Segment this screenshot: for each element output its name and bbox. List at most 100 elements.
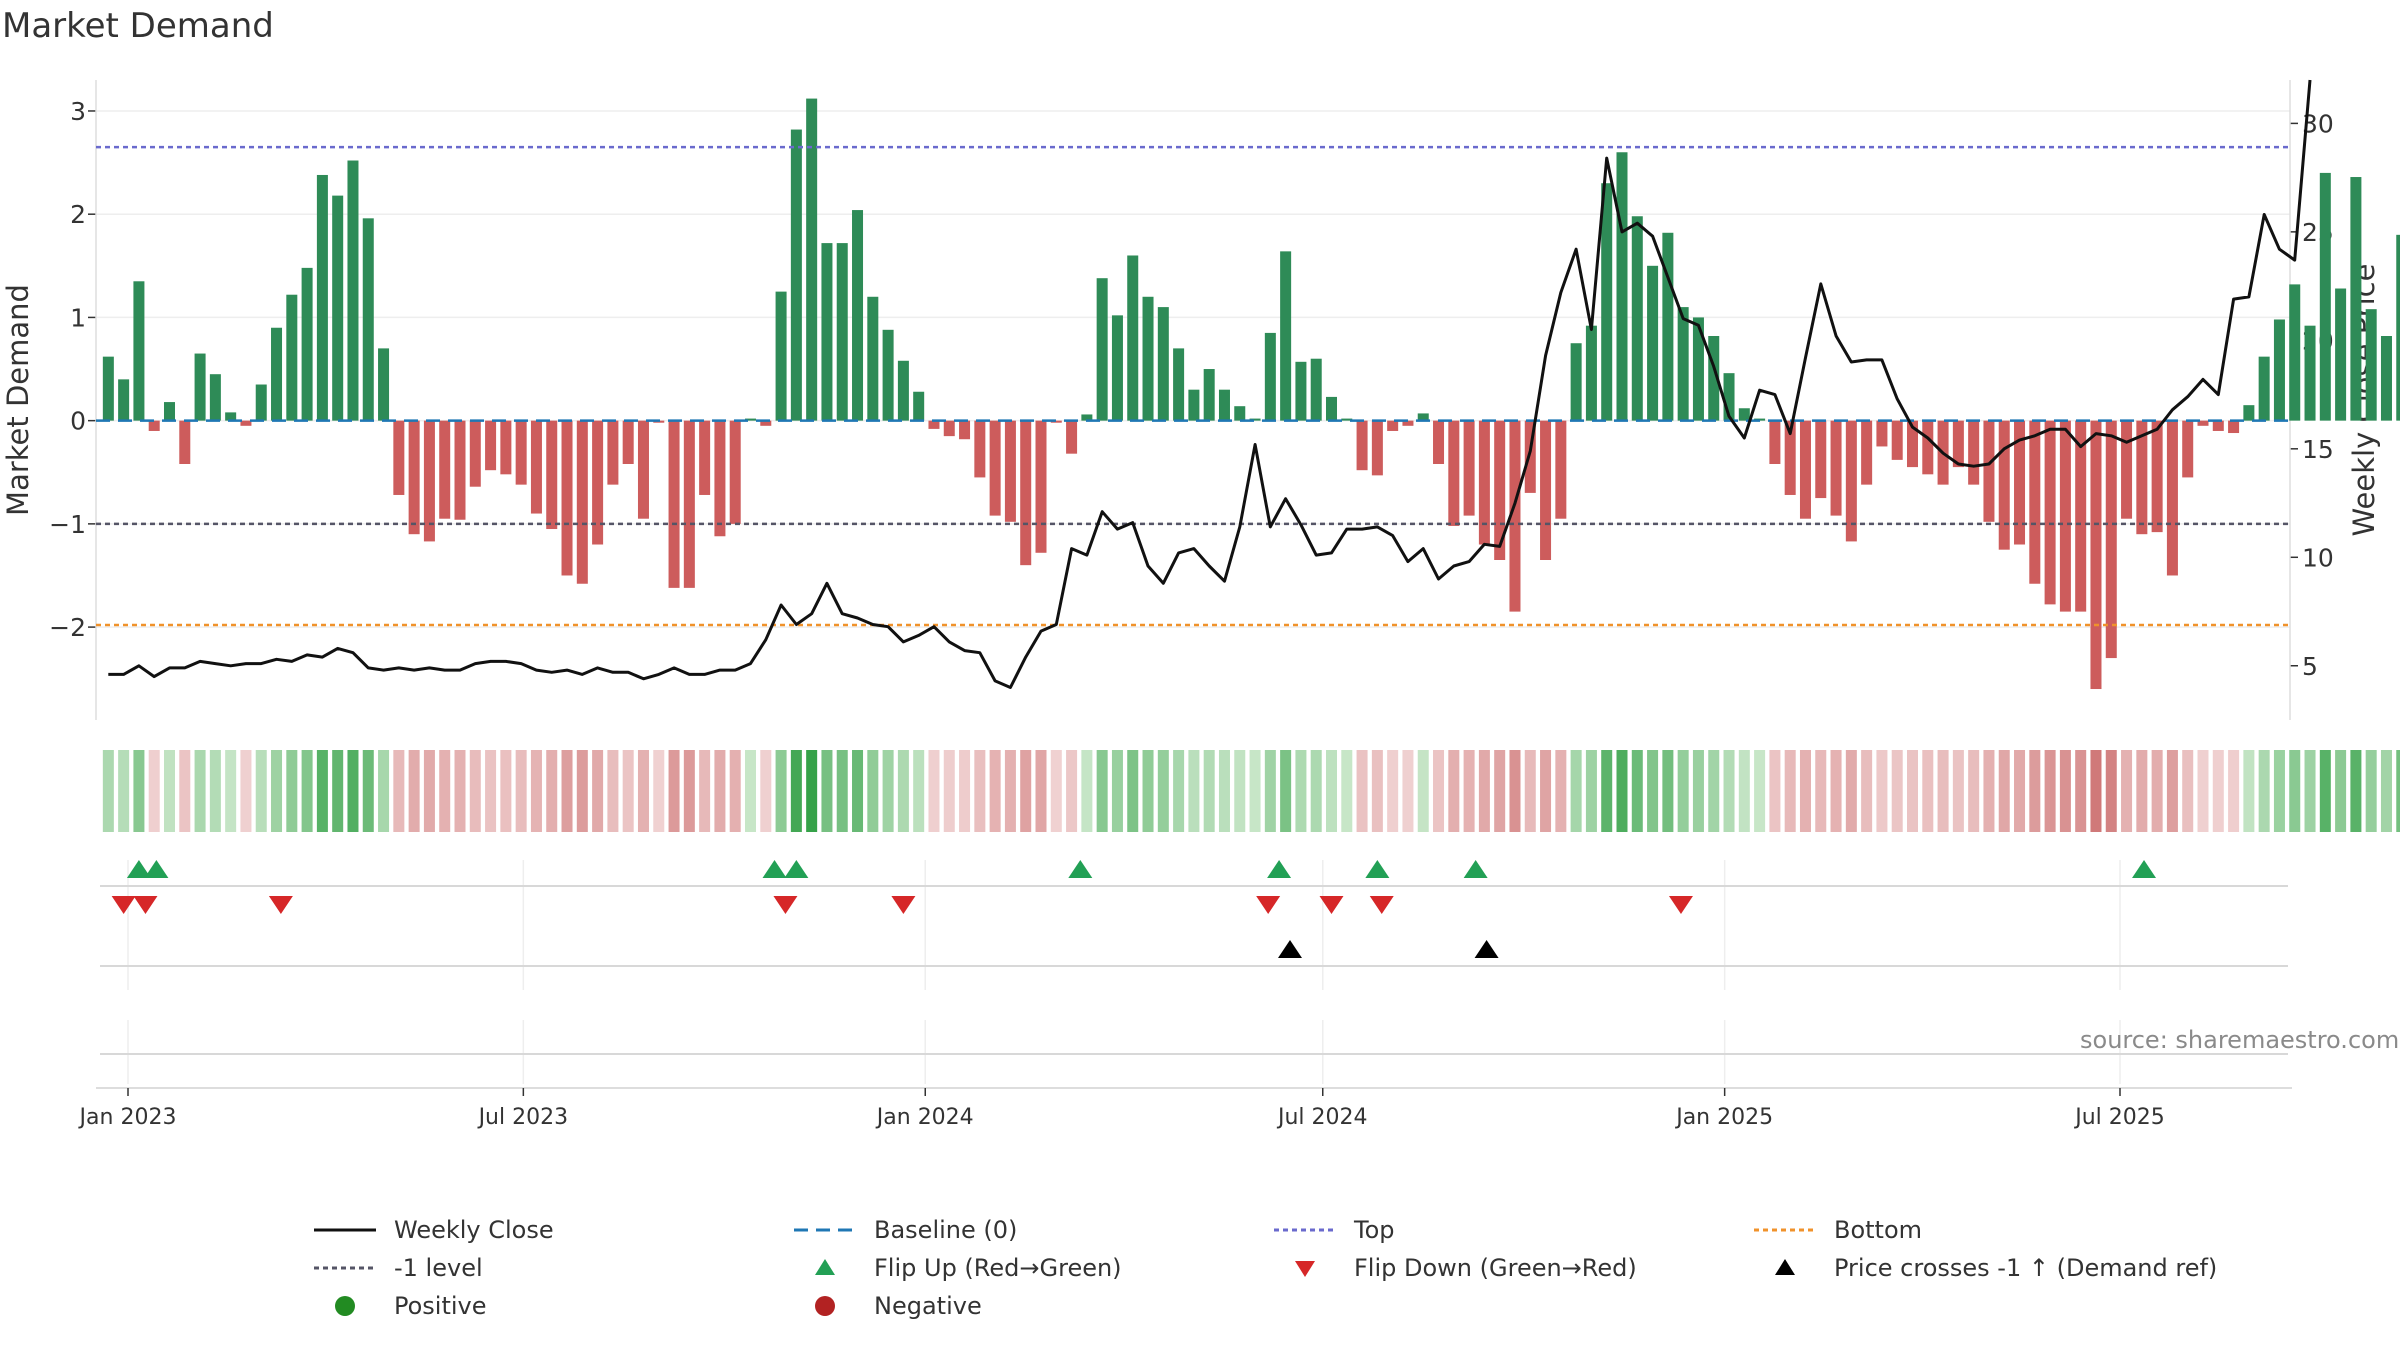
heat-band-cell	[546, 750, 558, 832]
legend-negative-dot	[815, 1296, 835, 1316]
flip-up-marker	[1267, 860, 1292, 878]
demand-bar-positive	[2350, 177, 2362, 421]
flip-down-marker	[1668, 896, 1693, 914]
legend-bottom-swatch	[1754, 1228, 1816, 1232]
heat-band-cell	[485, 750, 497, 832]
heat-band-cell	[683, 750, 695, 832]
demand-bar-negative	[408, 420, 420, 535]
weekly-close-line	[108, 79, 2312, 689]
heat-band-cell	[974, 750, 986, 832]
heat-band-cell	[1647, 750, 1659, 832]
demand-bar-positive	[1264, 332, 1276, 421]
heat-band-cell	[1142, 750, 1154, 832]
y-tick-label: 0	[70, 407, 86, 436]
demand-bar-positive	[1631, 216, 1643, 421]
demand-bar-negative	[1983, 420, 1995, 522]
heat-band-cell	[1417, 750, 1429, 832]
heat-band-cell	[1035, 750, 1047, 832]
demand-bar-negative	[1050, 420, 1062, 423]
heat-band-cell	[1310, 750, 1322, 832]
demand-bar-positive	[2258, 356, 2270, 421]
demand-bar-negative	[974, 420, 986, 478]
heat-band-cell	[1631, 750, 1643, 832]
demand-bar-positive	[1738, 408, 1750, 421]
demand-bar-negative	[1922, 420, 1934, 475]
heat-band-cell	[1754, 750, 1766, 832]
heat-band-cell	[1815, 750, 1827, 832]
demand-bar-negative	[1004, 420, 1016, 522]
demand-bar-negative	[576, 420, 588, 584]
demand-bar-positive	[1249, 418, 1261, 421]
heat-band-cell	[668, 750, 680, 832]
heat-band-cell	[775, 750, 787, 832]
heat-band-cell	[1952, 750, 1964, 832]
demand-bar-positive	[1647, 265, 1659, 421]
demand-bar-positive	[1280, 251, 1292, 421]
heat-band-cell	[118, 750, 130, 832]
chart-title: Market Demand	[2, 6, 274, 46]
heat-band-cell	[1494, 750, 1506, 832]
heat-band-cell	[301, 750, 313, 832]
heat-band-cell	[1723, 750, 1735, 832]
y2-tick-label: 15	[2302, 435, 2334, 464]
demand-bar-positive	[744, 418, 757, 421]
heat-band-cell	[1356, 750, 1368, 832]
legend-positive-dot	[335, 1296, 355, 1316]
price-cross-marker	[1278, 940, 1302, 958]
heat-band-cell	[1325, 750, 1338, 832]
demand-bar-positive	[852, 210, 864, 421]
heat-band-cell	[1861, 750, 1873, 832]
heat-band-cell	[500, 750, 512, 832]
heat-band-cell	[2212, 750, 2224, 832]
heat-band-cell	[1096, 750, 1108, 832]
demand-bar-positive	[1096, 278, 1108, 421]
heat-band-cell	[1478, 750, 1490, 832]
heat-band-cell	[1448, 750, 1460, 832]
heat-band-cell	[1738, 750, 1750, 832]
demand-bar-negative	[1968, 420, 1980, 485]
demand-bar-negative	[2121, 420, 2133, 519]
demand-bar-negative	[1540, 420, 1552, 560]
legend: Weekly Close Baseline (0) Top Bottom -1 …	[300, 1213, 2250, 1343]
heat-band-cell	[1876, 750, 1888, 832]
demand-bar-negative	[2182, 420, 2194, 478]
heat-band-cell	[1066, 750, 1078, 832]
demand-bar-positive	[1295, 361, 1307, 421]
demand-bar-negative	[2136, 420, 2148, 535]
legend-minus1-swatch	[314, 1266, 376, 1270]
demand-bar-negative	[683, 420, 695, 588]
heat-band-cell	[1968, 750, 1980, 832]
heat-band-cell	[1463, 750, 1475, 832]
demand-bar-negative	[515, 420, 527, 485]
demand-bar-positive	[362, 218, 374, 421]
heat-band-cell	[852, 750, 864, 832]
heat-band-cell	[760, 750, 772, 832]
demand-bar-negative	[1448, 420, 1460, 526]
demand-bar-negative	[1020, 420, 1032, 566]
heat-band-cell	[2273, 750, 2285, 832]
demand-bar-negative	[1035, 420, 1047, 553]
demand-bar-positive	[225, 412, 237, 421]
demand-bar-positive	[1616, 152, 1628, 421]
heat-band-cell	[2075, 750, 2087, 832]
x-tick-label: Jul 2025	[2073, 1105, 2165, 1130]
heat-band-cell	[1555, 750, 1567, 832]
heat-band-cell	[1570, 750, 1582, 832]
demand-bar-negative	[607, 420, 619, 485]
demand-bar-negative	[485, 420, 497, 471]
demand-bar-positive	[2289, 284, 2301, 421]
heat-band-cell	[2365, 750, 2377, 832]
demand-bar-negative	[2090, 420, 2102, 690]
demand-bar-negative	[1799, 420, 1811, 519]
heat-band-cell	[1845, 750, 1857, 832]
demand-bar-positive	[1723, 373, 1735, 421]
x-tick-label: Jan 2023	[78, 1105, 177, 1130]
heat-band-cell	[1799, 750, 1811, 832]
heat-band-cell	[1402, 750, 1414, 832]
heat-band-cell	[1540, 750, 1552, 832]
demand-bar-positive	[2243, 405, 2255, 421]
heat-band-cell	[209, 750, 221, 832]
demand-bar-negative	[928, 420, 940, 429]
y-tick-label: −2	[49, 613, 86, 642]
heat-band-cell	[1922, 750, 1934, 832]
